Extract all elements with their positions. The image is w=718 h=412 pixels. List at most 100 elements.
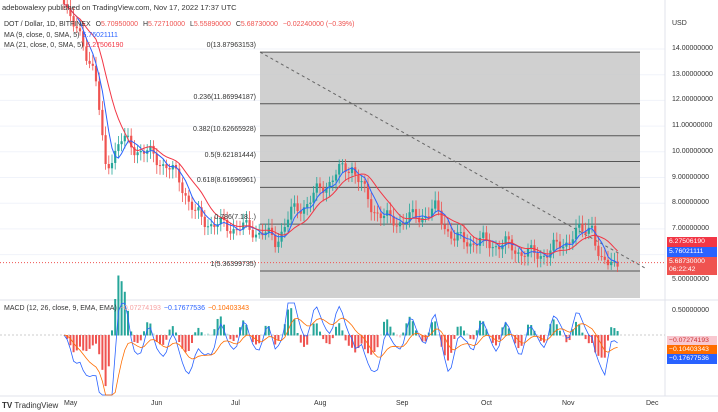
- macd-histogram-bar: [143, 331, 145, 336]
- macd-histogram-bar: [264, 325, 267, 336]
- macd-histogram-bar: [191, 335, 193, 343]
- macd-histogram-bar: [613, 328, 616, 336]
- macd-histogram-bar: [546, 335, 549, 336]
- candle-body: [107, 164, 110, 169]
- candle-body: [395, 225, 398, 227]
- candle-body: [136, 152, 139, 156]
- macd-histogram-bar: [306, 335, 309, 345]
- macd-histogram-bar: [408, 316, 411, 336]
- candle-body: [286, 219, 290, 228]
- candle-body: [510, 239, 514, 251]
- macd-histogram-bar: [370, 335, 373, 355]
- macd-histogram-bar: [543, 335, 545, 343]
- candle-body: [616, 261, 619, 267]
- low-value: 5.55890000: [193, 21, 231, 28]
- candle-body: [514, 250, 517, 254]
- candle-body: [299, 210, 302, 214]
- candle-body: [133, 147, 136, 156]
- ma21-label: MA (21, close, 0, SMA, 5): [4, 42, 84, 49]
- macd-histogram-bar: [139, 335, 142, 341]
- macd-histogram-bar: [159, 335, 161, 345]
- macd-histogram-bar: [463, 330, 465, 336]
- high-label: H: [142, 21, 149, 28]
- macd-histogram-bar: [376, 335, 379, 348]
- candle-body: [354, 167, 357, 175]
- macd-histogram-bar: [226, 333, 229, 336]
- macd-histogram-bar: [344, 335, 347, 341]
- fib-level-label: 0(13.87963153): [206, 42, 256, 50]
- candle-body: [75, 26, 78, 29]
- candle-body: [405, 221, 408, 224]
- macd-histogram-bar: [175, 332, 177, 336]
- candle-body: [302, 207, 306, 214]
- macd-histogram-bar: [338, 323, 341, 336]
- macd-histogram-bar: [386, 319, 389, 336]
- macd-histogram-bar: [258, 335, 261, 344]
- candle-body: [315, 183, 318, 193]
- candle-body: [562, 246, 565, 249]
- macd-histogram-bar: [424, 335, 427, 342]
- macd-histogram-bar: [130, 331, 133, 336]
- publish-info: adebowalexy published on TradingView.com…: [2, 3, 237, 12]
- macd-histogram-bar: [584, 335, 587, 340]
- macd-histogram-bar: [133, 335, 136, 342]
- candle-body: [610, 261, 613, 266]
- ma9-legend[interactable]: MA (9, close, 0, SMA, 5) 5.76021111: [4, 32, 121, 39]
- macd-histogram-bar: [309, 334, 312, 336]
- candle-body: [450, 231, 453, 239]
- candle-body: [104, 135, 107, 165]
- candle-body: [606, 259, 610, 266]
- macd-histogram-bar: [351, 335, 353, 348]
- candle-body: [558, 241, 562, 249]
- candle-body: [568, 242, 571, 244]
- candle-body: [344, 163, 347, 172]
- time-axis-tick: Aug: [314, 400, 327, 407]
- candle-body: [523, 255, 526, 257]
- candle-body: [376, 212, 379, 214]
- candle-body: [498, 246, 501, 250]
- candle-body: [446, 229, 450, 232]
- macd-histogram-bar: [200, 332, 203, 336]
- candle-body: [290, 206, 293, 220]
- macd-legend[interactable]: MACD (12, 26, close, 9, EMA, EMA) −0.0727…: [4, 305, 252, 312]
- symbol-name[interactable]: DOT / Dollar, 1D, BITFINEX: [4, 21, 91, 28]
- candle-body: [360, 181, 363, 183]
- macd-histogram-bar: [251, 335, 254, 343]
- time-axis-tick: Nov: [562, 400, 575, 407]
- time-axis-tick: Jun: [151, 400, 163, 407]
- macd-histogram-bar: [98, 335, 101, 355]
- macd-histogram-bar: [421, 335, 424, 342]
- ma21-legend[interactable]: MA (21, close, 0, SMA, 5) 6.27506190: [4, 42, 126, 49]
- macd-histogram-bar: [475, 330, 478, 336]
- candle-body: [226, 219, 229, 231]
- candle-body: [309, 202, 312, 205]
- candle-body: [130, 135, 133, 148]
- tradingview-logo[interactable]: TV TradingView: [2, 401, 59, 410]
- macd-histogram-bar: [283, 324, 286, 336]
- candle-body: [459, 232, 462, 234]
- candle-body: [264, 232, 267, 236]
- ma21-value: 6.27506190: [86, 42, 124, 49]
- candle-body: [72, 16, 75, 27]
- macd-histogram-bar: [530, 325, 533, 336]
- macd-histogram-bar: [581, 332, 584, 336]
- candle-body: [232, 229, 235, 234]
- candle-body: [526, 248, 530, 257]
- macd-histogram-bar: [466, 333, 469, 336]
- candle-body: [542, 255, 546, 257]
- candle-body: [571, 239, 574, 244]
- close-value: 5.68730000: [240, 21, 278, 28]
- candle-body: [517, 252, 520, 254]
- currency-label: USD: [672, 20, 687, 27]
- macd-histogram-bar: [296, 332, 299, 336]
- candle-body: [222, 216, 226, 220]
- candle-body: [590, 225, 594, 228]
- candle-body: [187, 195, 190, 202]
- macd-histogram-bar: [280, 334, 283, 336]
- candle-body: [181, 182, 184, 194]
- candle-body: [88, 60, 91, 64]
- candle-body: [574, 227, 578, 240]
- macd-histogram-bar: [312, 323, 315, 336]
- macd-histogram-bar: [469, 335, 472, 339]
